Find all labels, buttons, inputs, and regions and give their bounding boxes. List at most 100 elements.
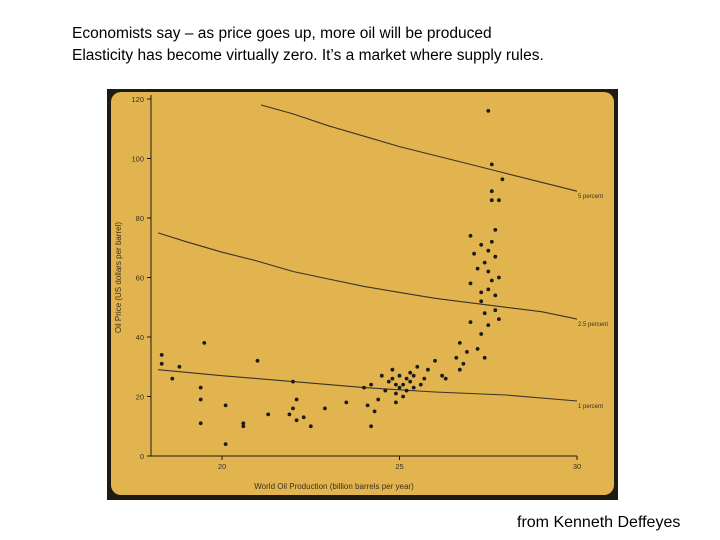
data-point bbox=[486, 269, 491, 274]
chart-panel bbox=[111, 92, 614, 495]
data-point bbox=[159, 361, 164, 366]
data-point bbox=[401, 394, 405, 399]
data-point bbox=[294, 418, 299, 423]
data-point bbox=[394, 391, 398, 396]
data-point bbox=[291, 379, 295, 384]
data-point bbox=[493, 254, 498, 259]
data-point bbox=[369, 382, 373, 387]
data-point bbox=[394, 382, 398, 387]
data-point bbox=[404, 376, 409, 381]
data-point bbox=[170, 376, 175, 381]
data-point bbox=[308, 424, 313, 429]
data-point bbox=[489, 162, 494, 167]
data-point bbox=[418, 382, 423, 387]
data-point bbox=[486, 287, 491, 292]
data-point bbox=[489, 239, 494, 244]
data-point bbox=[397, 385, 402, 390]
elasticity-curve bbox=[157, 232, 578, 320]
data-point bbox=[390, 367, 395, 372]
data-point bbox=[223, 442, 228, 446]
data-point bbox=[489, 198, 494, 203]
data-point bbox=[479, 299, 484, 304]
data-point bbox=[365, 403, 370, 408]
data-point bbox=[376, 397, 381, 402]
data-point bbox=[394, 400, 398, 405]
data-point bbox=[379, 373, 384, 378]
data-point bbox=[415, 364, 420, 369]
data-point bbox=[241, 421, 246, 426]
data-point bbox=[386, 379, 391, 384]
data-point bbox=[287, 412, 292, 417]
data-point bbox=[198, 397, 203, 402]
y-tick-label: 40 bbox=[136, 333, 144, 342]
data-point bbox=[291, 406, 295, 411]
data-point bbox=[198, 385, 203, 390]
data-point bbox=[461, 361, 466, 366]
data-point bbox=[408, 379, 413, 384]
data-point bbox=[202, 341, 207, 345]
data-point bbox=[468, 233, 473, 238]
data-point bbox=[422, 376, 427, 381]
data-point bbox=[472, 251, 476, 256]
data-point bbox=[468, 281, 473, 286]
data-point bbox=[408, 370, 413, 375]
x-axis-label: World Oil Production (billion barrels pe… bbox=[254, 482, 414, 491]
data-point bbox=[493, 308, 498, 313]
x-tick-label: 20 bbox=[218, 462, 226, 471]
data-point bbox=[323, 406, 327, 411]
data-point bbox=[362, 385, 366, 390]
data-point bbox=[383, 388, 388, 393]
y-tick-label: 120 bbox=[131, 95, 144, 104]
data-point bbox=[497, 198, 501, 203]
data-point bbox=[443, 376, 448, 381]
data-point bbox=[369, 424, 373, 429]
data-point bbox=[404, 388, 409, 393]
data-point bbox=[241, 424, 246, 429]
data-point bbox=[301, 415, 306, 420]
data-point bbox=[486, 109, 491, 113]
data-point bbox=[475, 347, 480, 351]
x-tick-label: 25 bbox=[395, 462, 403, 471]
data-point bbox=[454, 355, 459, 360]
data-point bbox=[457, 341, 462, 345]
data-point bbox=[397, 373, 402, 378]
data-point bbox=[497, 275, 501, 280]
data-point bbox=[372, 409, 377, 414]
data-point bbox=[266, 412, 271, 417]
header-line-1: Economists say – as price goes up, more … bbox=[72, 25, 492, 42]
y-tick-label: 0 bbox=[140, 452, 144, 461]
data-point bbox=[475, 266, 480, 271]
data-point bbox=[489, 189, 494, 194]
source-credit: from Kenneth Deffeyes bbox=[517, 514, 681, 531]
y-tick-label: 100 bbox=[131, 155, 144, 164]
data-point bbox=[468, 320, 473, 324]
data-point bbox=[486, 248, 491, 253]
data-point bbox=[493, 228, 498, 232]
curve-label: 5 percent bbox=[578, 194, 603, 200]
data-point bbox=[479, 290, 484, 295]
y-tick-label: 60 bbox=[136, 274, 144, 283]
data-point bbox=[493, 293, 498, 298]
data-point bbox=[255, 358, 260, 363]
header-line-2: Elasticity has become virtually zero. It… bbox=[72, 47, 544, 64]
elasticity-curve bbox=[260, 104, 578, 192]
data-point bbox=[479, 242, 484, 247]
data-point bbox=[426, 367, 430, 372]
data-point bbox=[482, 355, 487, 360]
curve-label: 2.5 percent bbox=[578, 322, 608, 328]
data-point bbox=[482, 311, 487, 316]
curve-label: 1 percent bbox=[578, 404, 603, 410]
data-point bbox=[294, 397, 299, 402]
data-point bbox=[500, 177, 505, 182]
data-point bbox=[433, 358, 437, 363]
data-point bbox=[411, 385, 416, 390]
y-tick-label: 80 bbox=[136, 214, 144, 223]
x-tick-label: 30 bbox=[573, 462, 581, 471]
data-point bbox=[390, 376, 395, 381]
y-tick-label: 20 bbox=[136, 393, 144, 402]
data-point bbox=[411, 373, 416, 378]
data-point bbox=[198, 421, 203, 426]
data-point bbox=[497, 317, 501, 321]
data-point bbox=[159, 353, 164, 357]
